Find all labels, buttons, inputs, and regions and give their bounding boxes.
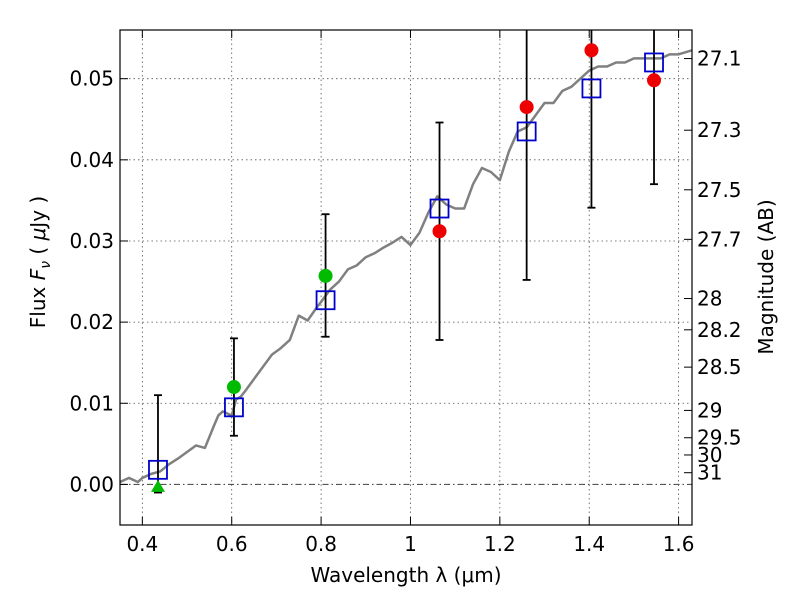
x-axis-label: Wavelength λ (μm) — [310, 563, 501, 587]
y-tick-label: 0.01 — [69, 391, 114, 415]
upper-limit-marker — [150, 479, 165, 492]
magnitude-tick-label: 31 — [697, 461, 722, 485]
y-axis-label: Flux Fν ( μJy ) — [26, 196, 54, 328]
model-spectrum — [119, 49, 693, 484]
x-tick-label: 1.2 — [484, 532, 516, 556]
observed-point-red — [519, 100, 534, 115]
x-tick-labels: 0.4 0.6 0.8 1 1.2 1.4 1.6 — [126, 532, 694, 556]
magnitude-tick-label: 29.5 — [697, 426, 742, 450]
axis-ticks — [120, 30, 692, 525]
magnitude-tick-label: 27.5 — [697, 178, 742, 202]
magnitude-axis-label: Magnitude (AB) — [754, 199, 778, 354]
model-box — [148, 459, 168, 480]
model-box — [516, 121, 537, 142]
spectrum-line — [119, 49, 693, 484]
observed-markers — [150, 43, 662, 492]
magnitude-tick-label: 27.1 — [697, 47, 742, 71]
model-box — [315, 290, 336, 311]
y-tick-label: 0.05 — [69, 67, 114, 91]
y-tick-label: 0.04 — [69, 148, 114, 172]
y-tick-labels: 0.00 0.01 0.02 0.03 0.04 0.05 — [69, 67, 114, 497]
error-bars — [153, 30, 659, 494]
y-tick-label: 0.02 — [69, 310, 114, 334]
model-box — [429, 198, 450, 219]
observed-point-red — [647, 73, 662, 88]
magnitude-tick-label: 30 — [697, 443, 722, 467]
y-tick-label: 0.00 — [69, 472, 114, 496]
magnitude-tick-label: 27.3 — [697, 118, 742, 142]
x-tick-label: 1.6 — [663, 532, 695, 556]
magnitude-tick-label: 27.7 — [697, 227, 742, 251]
model-box — [224, 397, 244, 418]
observed-point-green — [226, 380, 241, 395]
model-box — [644, 52, 664, 73]
y-tick-label: 0.03 — [69, 229, 114, 253]
magnitude-tick-label: 29 — [697, 398, 722, 422]
x-tick-label: 0.8 — [305, 532, 337, 556]
observed-point-green — [318, 268, 333, 283]
observed-point-red — [584, 43, 599, 58]
x-tick-label: 0.6 — [216, 532, 248, 556]
plot-frame — [119, 29, 693, 526]
magnitude-tick-label: 28 — [697, 287, 722, 311]
model-photometry-boxes — [148, 52, 664, 480]
magnitude-tick-label: 28.5 — [697, 355, 742, 379]
x-tick-label: 1.4 — [573, 532, 605, 556]
grid-lines — [120, 30, 692, 525]
x-tick-label: 1 — [404, 532, 417, 556]
x-tick-label: 0.4 — [126, 532, 158, 556]
magnitude-tick-label: 28.2 — [697, 318, 742, 342]
model-box — [581, 78, 602, 99]
observed-point-red — [432, 224, 447, 239]
